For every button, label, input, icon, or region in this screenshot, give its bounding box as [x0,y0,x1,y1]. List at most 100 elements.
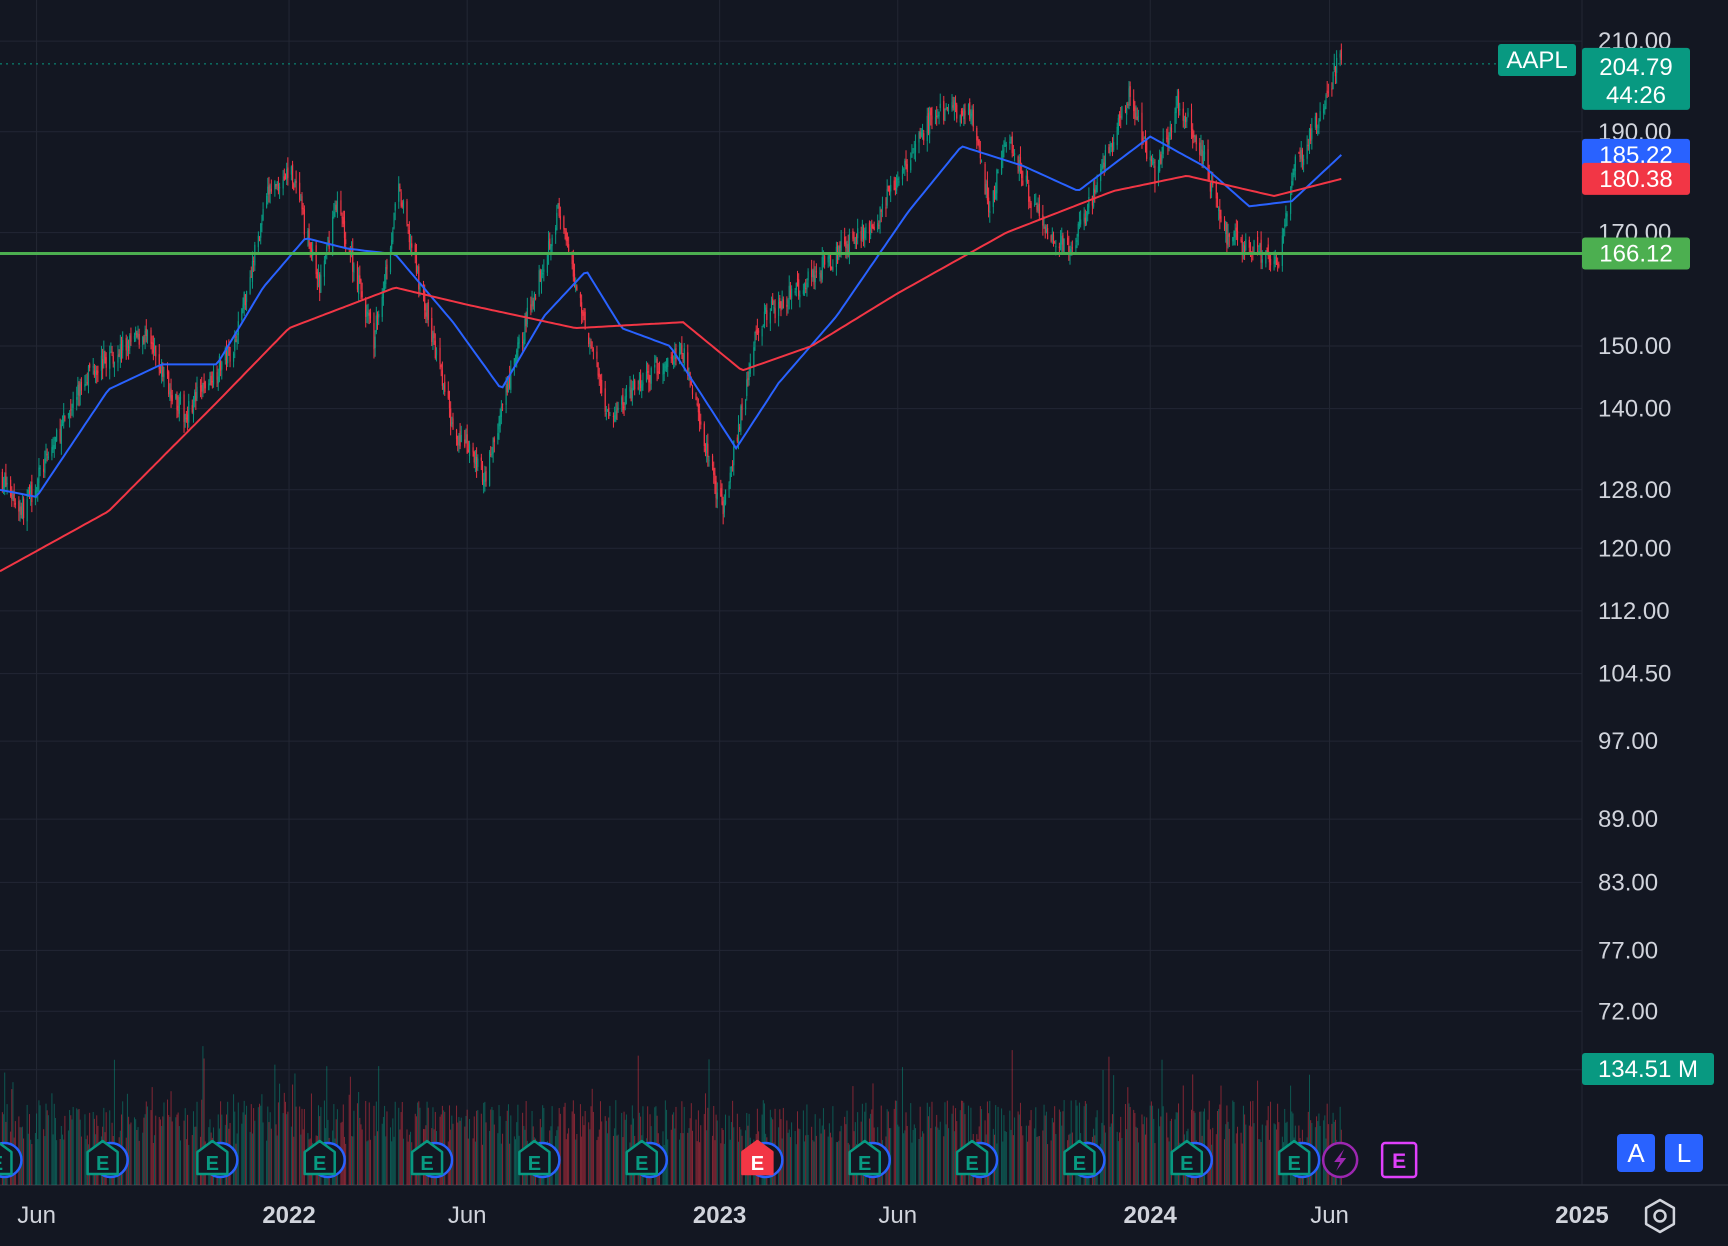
volume-bar [303,1109,305,1185]
candle-body [761,328,763,337]
volume-bar [259,1103,261,1185]
candle-body [754,332,756,344]
dividend-marker[interactable] [1321,1141,1359,1179]
earnings-marker[interactable]: E [196,1139,239,1179]
volume-bar [62,1134,64,1185]
candle-body [290,166,292,175]
volume-bar [489,1130,491,1185]
volume-bar [1027,1141,1029,1185]
volume-label-text: 134.51 M [1598,1056,1698,1083]
candle-body [1111,142,1114,151]
candle-body [1299,154,1301,158]
candle-body [145,328,147,337]
earnings-marker[interactable]: E [848,1139,891,1179]
candle-body [927,113,930,133]
y-tick-label: 77.00 [1598,937,1658,964]
candle-body [1050,235,1052,242]
earnings-marker[interactable]: E [303,1139,346,1179]
volume-bar [1166,1112,1168,1185]
earnings-marker[interactable]: E [625,1139,669,1179]
volume-bar [452,1123,454,1185]
candle-body [566,237,569,242]
volume-bar [689,1118,691,1185]
svg-text:E: E [1392,1150,1406,1173]
volume-bar [1219,1104,1221,1185]
volume-bar [1153,1118,1155,1185]
volume-bar [1169,1120,1171,1185]
symbol-label-text: AAPL [1506,47,1567,74]
volume-bar [565,1139,567,1185]
volume-bar [1121,1137,1123,1185]
volume-bar [1167,1137,1169,1185]
candle-body [774,308,776,319]
volume-bar [283,1092,285,1185]
volume-bar [145,1101,147,1185]
candle-body [1281,235,1283,266]
candle-body [276,181,278,186]
candle-body [934,117,937,125]
candle-body [1203,152,1206,155]
candle-body [1193,134,1195,138]
volume-bar [903,1133,905,1185]
earnings-marker[interactable]: E [1170,1139,1214,1179]
candle-body [617,407,619,410]
candle-body [673,361,675,365]
candle-body [746,379,748,397]
candle-body [807,271,809,281]
candle-body [756,329,758,335]
candle-body [510,368,512,390]
candle-body [959,115,961,123]
earnings-marker[interactable]: E [518,1139,561,1179]
candle-body [645,371,648,382]
volume-bar [1182,1085,1184,1185]
volume-bar [1035,1107,1037,1185]
log-scale-button[interactable]: L [1665,1134,1703,1172]
volume-bar [398,1107,400,1185]
candle-body [1070,249,1072,254]
volume-bar [1248,1125,1250,1185]
candle-body [1298,152,1300,154]
candle-body [779,297,781,308]
volume-bar [723,1143,725,1185]
volume-bar [918,1138,920,1185]
earnings-marker[interactable]: E [410,1139,454,1179]
volume-bar [794,1130,796,1185]
candle-body [365,299,367,317]
candle-body [625,395,628,397]
volume-bar [1011,1050,1013,1185]
upcoming-earnings-marker[interactable]: E [1380,1141,1418,1179]
volume-bar [392,1118,394,1185]
earnings-marker[interactable]: E [86,1139,129,1179]
candle-body [391,239,393,249]
candle-body [1110,143,1112,147]
candle-body [22,498,25,519]
volume-bar [621,1112,623,1185]
candle-body [1242,244,1245,255]
gear-icon[interactable] [1640,1196,1680,1236]
candle-body [780,303,782,311]
earnings-marker[interactable]: E [955,1139,999,1179]
candle-body [1127,104,1129,106]
candle-body [212,369,215,385]
volume-bar [822,1108,824,1185]
candle-body [938,111,940,117]
candle-body [516,350,518,364]
earnings-marker[interactable]: E [1063,1139,1106,1179]
candle-body [1159,157,1161,172]
candle-body [1002,150,1004,160]
candle-body [1265,250,1267,264]
candle-body [1234,230,1236,238]
auto-scale-button[interactable]: A [1617,1134,1655,1172]
candle-body [1018,160,1020,172]
last-price-label [1582,47,1690,110]
candle-body [425,312,427,317]
candle-body [218,356,221,381]
earnings-marker[interactable]: E [741,1139,784,1179]
earnings-marker[interactable]: E [0,1141,23,1179]
earnings-marker[interactable]: E [1277,1139,1321,1179]
candle-body [592,349,594,351]
volume-bar [456,1105,458,1185]
volume-bar [919,1106,921,1185]
x-tick-label: 2025 [1555,1202,1608,1229]
